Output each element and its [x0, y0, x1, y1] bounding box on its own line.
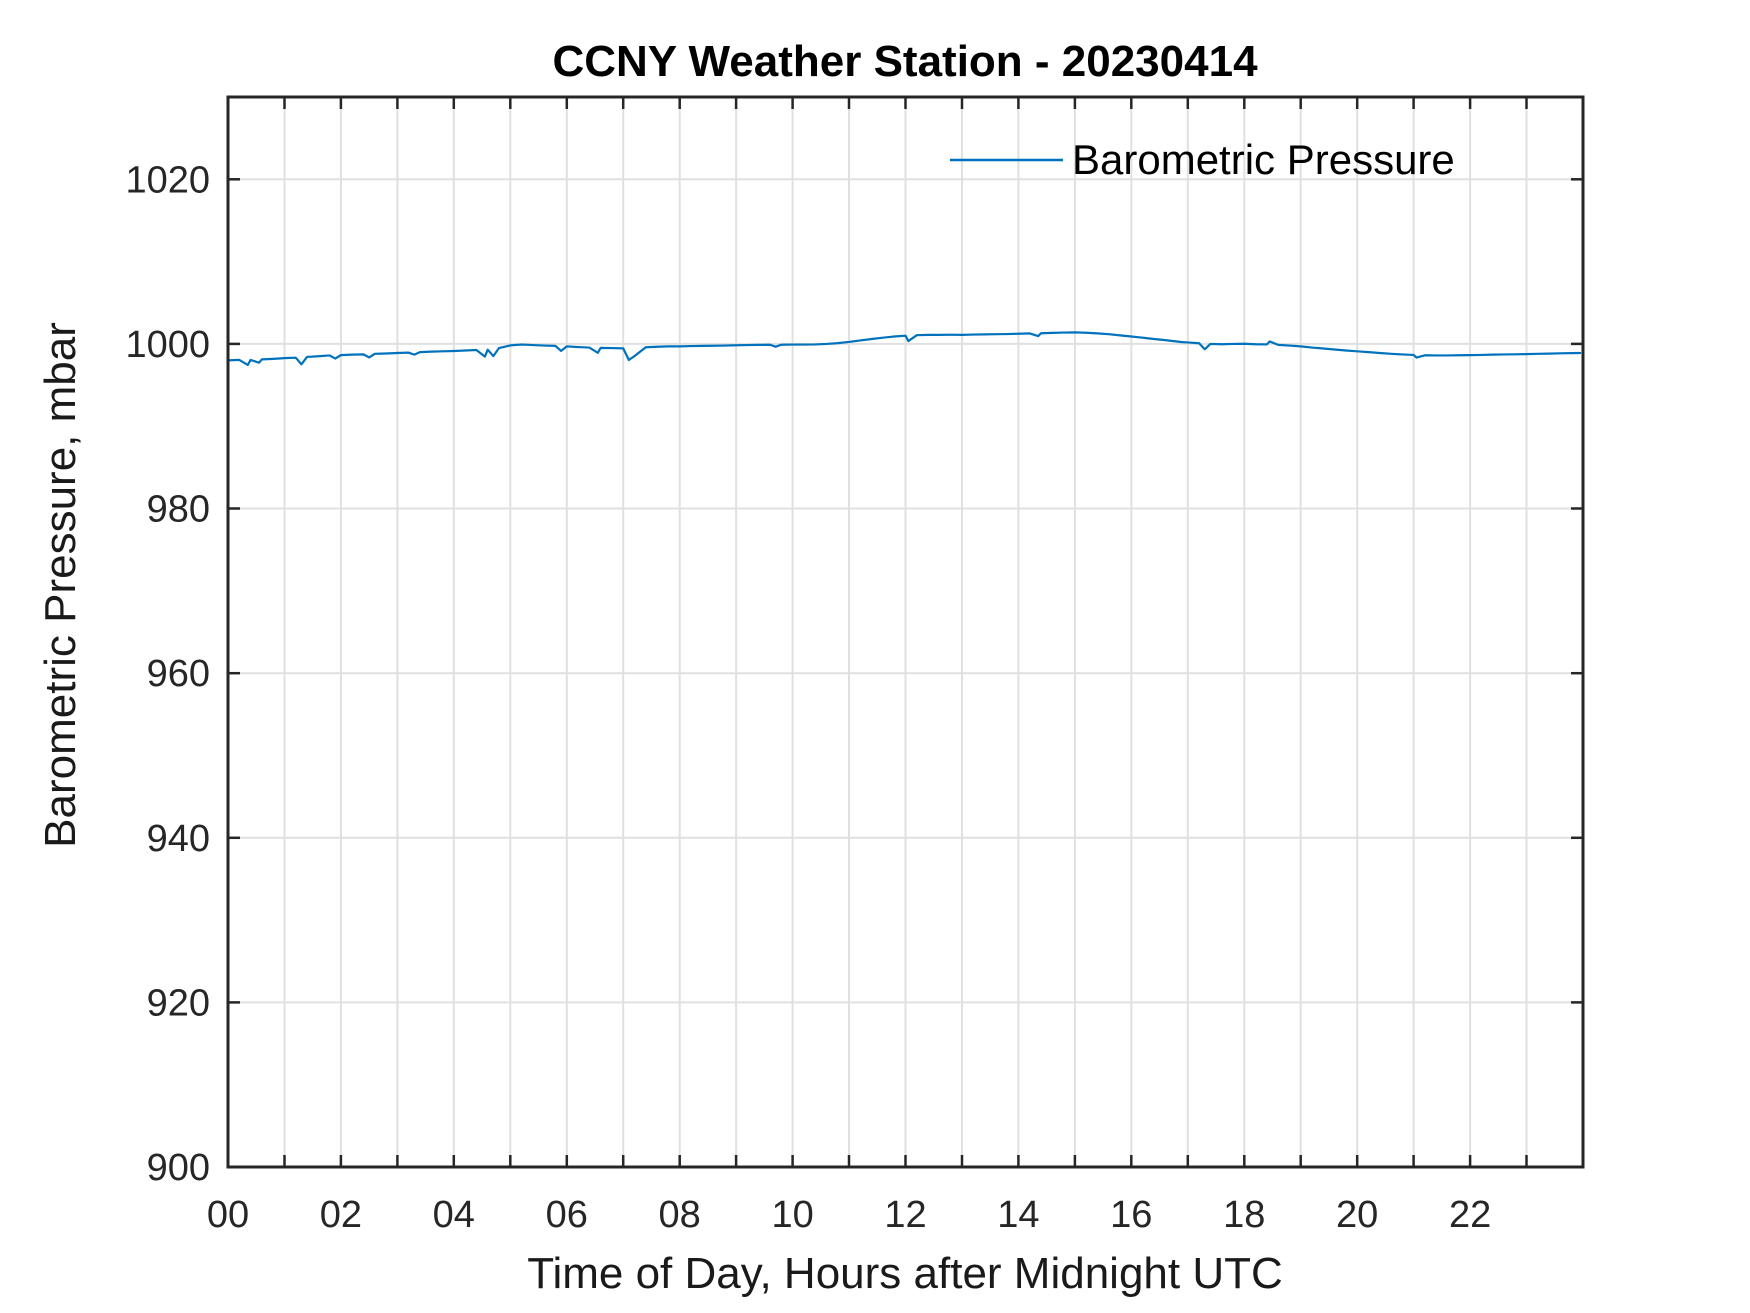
x-tick-label: 14	[997, 1194, 1039, 1236]
axis-box-and-ticks	[226, 95, 1585, 1169]
x-tick-label: 06	[546, 1194, 588, 1236]
x-tick-label: 02	[320, 1194, 362, 1236]
y-tick-labels: 900 920 940 960 980 1000 1020	[125, 159, 210, 1189]
y-tick-label: 900	[147, 1147, 210, 1189]
x-tick-label: 10	[771, 1194, 813, 1236]
legend: Barometric Pressure	[950, 136, 1455, 183]
x-tick-labels: 00 02 04 06 08 10 12 14 16 18 20 22	[207, 1194, 1491, 1236]
x-tick-label: 22	[1449, 1194, 1491, 1236]
y-axis-label: Barometric Pressure, mbar	[36, 322, 85, 848]
x-tick-label: 16	[1110, 1194, 1152, 1236]
x-tick-label: 18	[1223, 1194, 1265, 1236]
x-tick-label: 08	[659, 1194, 701, 1236]
x-tick-label: 12	[884, 1194, 926, 1236]
y-tick-label: 920	[147, 982, 210, 1024]
grid-lines	[228, 97, 1583, 1167]
y-tick-label: 960	[147, 653, 210, 695]
x-tick-label: 00	[207, 1194, 249, 1236]
x-tick-label: 04	[433, 1194, 475, 1236]
y-tick-label: 1000	[125, 324, 210, 366]
x-tick-label: 20	[1336, 1194, 1378, 1236]
legend-entry-label: Barometric Pressure	[1072, 136, 1455, 183]
x-axis-label: Time of Day, Hours after Midnight UTC	[527, 1249, 1283, 1298]
y-tick-label: 940	[147, 818, 210, 860]
y-tick-label: 980	[147, 489, 210, 531]
chart-title: CCNY Weather Station - 20230414	[552, 37, 1258, 86]
y-tick-label: 1020	[125, 159, 210, 201]
barometric-pressure-line	[226, 331, 1582, 367]
pressure-line-series	[226, 331, 1582, 367]
